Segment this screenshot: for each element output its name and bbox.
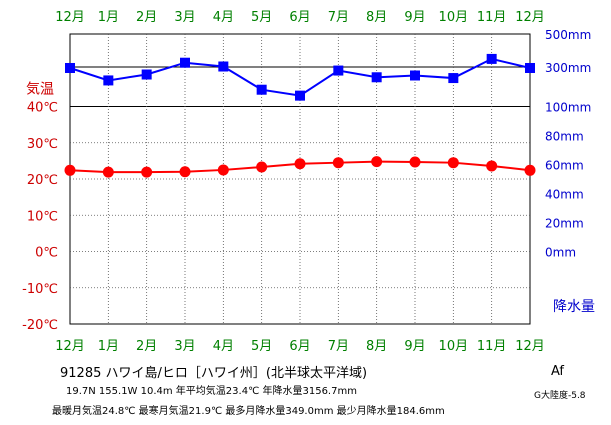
temperature-point (524, 164, 536, 176)
precipitation-point (525, 62, 535, 73)
precipitation-tick-label: 100mm (545, 101, 591, 115)
precipitation-tick-label: 0mm (545, 246, 576, 260)
temperature-tick-label: 40℃ (27, 101, 58, 116)
month-label-bottom: 12月 (515, 339, 545, 354)
temperature-point (179, 166, 191, 178)
precipitation-point (371, 72, 382, 83)
temperature-tick-label: 10℃ (27, 209, 58, 224)
month-label-top: 5月 (251, 10, 272, 25)
precipitation-point (65, 62, 75, 73)
month-label-top: 7月 (328, 10, 349, 25)
precipitation-tick-label: 40mm (545, 188, 584, 202)
precipitation-tick-label: 300mm (545, 61, 591, 75)
month-label-bottom: 1月 (98, 339, 119, 354)
month-label-top: 3月 (174, 10, 195, 25)
month-label-top: 1月 (98, 10, 119, 25)
precipitation-point (295, 90, 305, 101)
month-label-top: 4月 (213, 10, 234, 25)
month-label-bottom: 5月 (251, 339, 272, 354)
precipitation-point (448, 73, 459, 84)
precipitation-point (180, 57, 190, 68)
month-label-top: 12月 (515, 10, 545, 25)
precipitation-point (333, 65, 344, 76)
month-label-top: 11月 (477, 10, 507, 25)
month-label-bottom: 10月 (439, 339, 469, 354)
temperature-tick-label: 30℃ (27, 137, 58, 152)
month-label-top: 12月 (55, 10, 85, 25)
precipitation-point (141, 69, 152, 80)
precipitation-axis-title: 降水量 (553, 299, 595, 315)
temperature-tick-label: 20℃ (27, 173, 58, 188)
month-label-top: 10月 (439, 10, 469, 25)
month-label-bottom: 9月 (404, 339, 425, 354)
month-label-top: 2月 (136, 10, 157, 25)
temperature-point (294, 158, 306, 170)
temperature-point (141, 166, 153, 178)
precipitation-point (218, 61, 229, 72)
month-label-bottom: 8月 (366, 339, 387, 354)
temperature-tick-label: 0℃ (35, 246, 58, 261)
month-label-top: 6月 (289, 10, 310, 25)
precipitation-point (486, 53, 497, 64)
temperature-point (64, 164, 76, 176)
temperature-point (332, 157, 344, 169)
temperature-point (217, 164, 229, 176)
temperature-tick-label: -20℃ (22, 318, 58, 333)
month-label-bottom: 11月 (477, 339, 507, 354)
precipitation-tick-label: 60mm (545, 159, 584, 173)
month-label-bottom: 3月 (174, 339, 195, 354)
precipitation-tick-label: 20mm (545, 217, 584, 231)
precipitation-point (256, 84, 267, 95)
month-label-top: 9月 (404, 10, 425, 25)
month-label-bottom: 6月 (289, 339, 310, 354)
month-label-top: 8月 (366, 10, 387, 25)
temperature-point (371, 156, 383, 168)
precipitation-tick-label: 80mm (545, 130, 584, 144)
temperature-point (256, 161, 268, 173)
precipitation-tick-label: 500mm (545, 28, 591, 42)
precipitation-point (103, 75, 114, 86)
month-label-bottom: 4月 (213, 339, 234, 354)
precipitation-point (410, 70, 420, 81)
month-label-bottom: 2月 (136, 339, 157, 354)
temperature-point (409, 156, 421, 168)
temperature-point (486, 160, 498, 172)
temperature-axis-title: 気温 (26, 81, 54, 97)
temperature-tick-label: -10℃ (22, 282, 58, 297)
temperature-point (447, 157, 459, 169)
month-label-bottom: 7月 (328, 339, 349, 354)
temperature-point (102, 166, 114, 178)
month-label-bottom: 12月 (55, 339, 85, 354)
